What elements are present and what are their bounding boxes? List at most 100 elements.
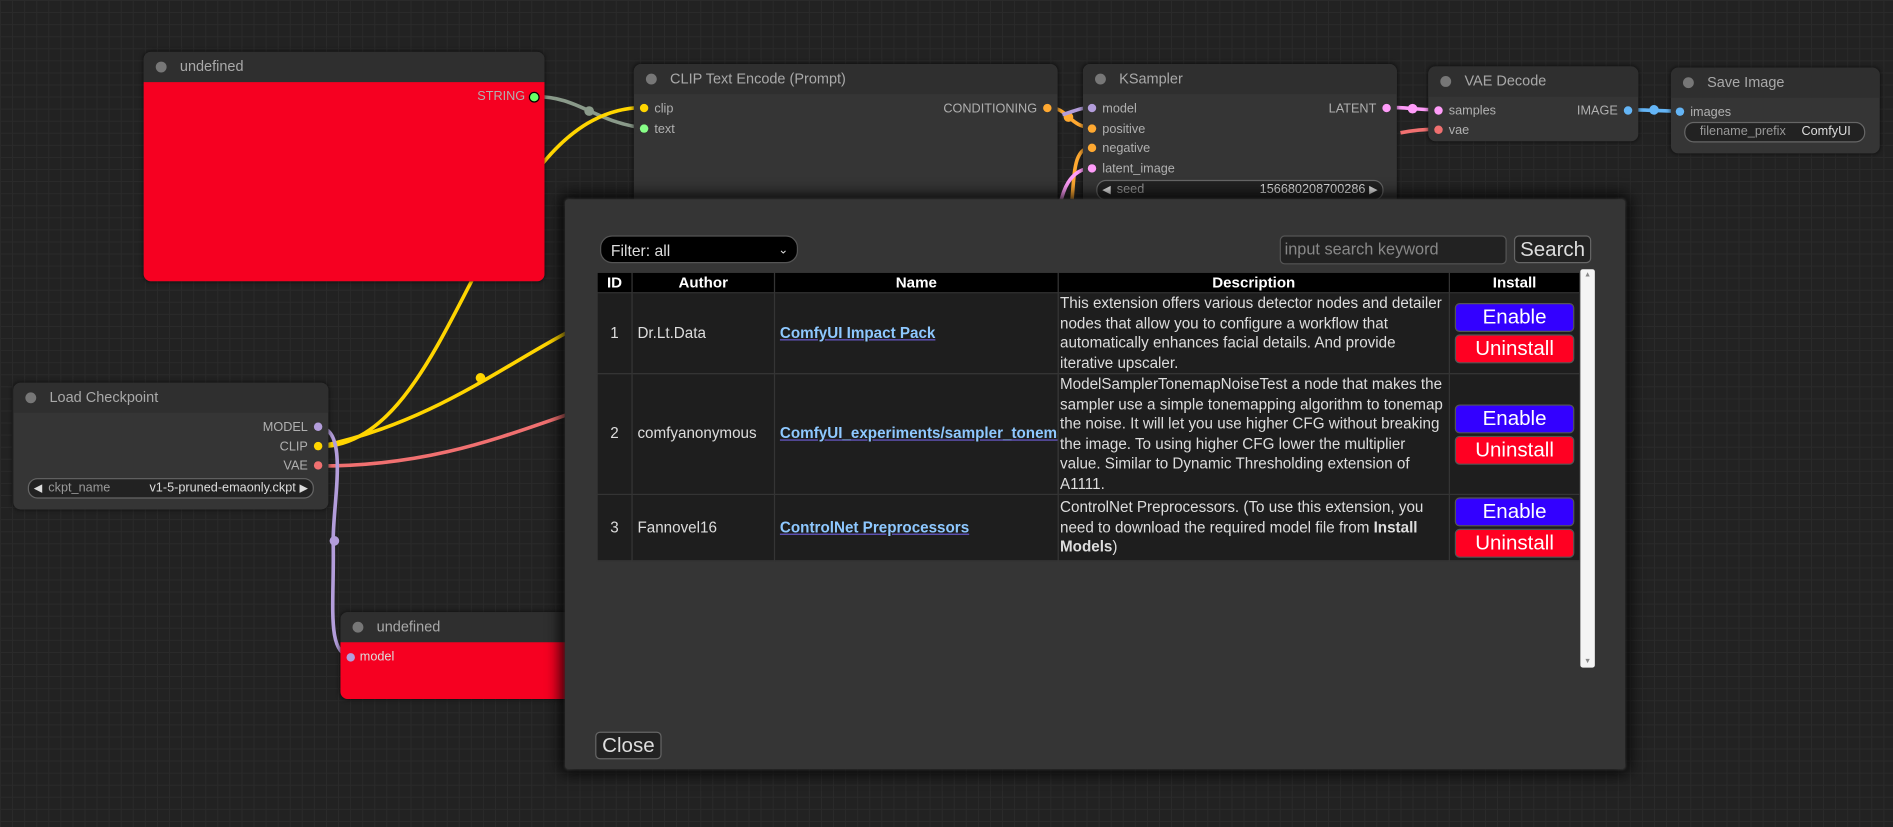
enable-button[interactable]: Enable [1454, 497, 1575, 527]
scroll-down-icon[interactable]: ▼ [1583, 657, 1592, 666]
increment-arrow-icon[interactable]: ▶ [1369, 183, 1378, 196]
widget-value: v1-5-pruned-emaonly.ckpt [149, 480, 296, 495]
uninstall-button[interactable]: Uninstall [1454, 528, 1575, 558]
widget-value: ComfyUI [1801, 124, 1851, 139]
input-model: model [359, 649, 395, 665]
collapse-dot-icon[interactable] [155, 61, 167, 73]
table-header-row: ID Author Name Description Install [596, 271, 1581, 294]
save-image-node[interactable]: Save Image images filename_prefix ComfyUI [1670, 67, 1880, 154]
extensions-table: ID Author Name Description Install 1 Dr.… [596, 271, 1581, 562]
extension-link[interactable]: ControlNet Preprocessors [779, 518, 970, 536]
node-title-text: undefined [376, 618, 441, 636]
output-slot-dot[interactable] [1043, 103, 1052, 113]
description-text: ControlNet Preprocessors. (To use this e… [1060, 498, 1424, 536]
row-author: comfyanonymous [631, 373, 776, 495]
output-slot-dot[interactable] [313, 441, 323, 451]
row-description: This extension offers various detector n… [1057, 292, 1450, 375]
input-slot-dot[interactable] [1087, 143, 1097, 153]
input-positive: positive [1102, 121, 1146, 137]
enable-button[interactable]: Enable [1454, 303, 1575, 333]
extension-link[interactable]: ComfyUI Impact Pack [779, 324, 936, 342]
output-slot-dot[interactable] [313, 422, 323, 432]
filename-prefix-widget[interactable]: filename_prefix ComfyUI [1684, 121, 1866, 143]
output-conditioning: CONDITIONING [943, 101, 1038, 116]
input-slot-dot[interactable] [1087, 124, 1097, 133]
widget-label: filename_prefix [1699, 124, 1786, 139]
collapse-dot-icon[interactable] [645, 73, 657, 85]
node-body [340, 642, 582, 700]
output-image: IMAGE [1576, 103, 1618, 119]
input-slot-dot[interactable] [1434, 106, 1443, 115]
collapse-dot-icon[interactable] [1440, 76, 1452, 87]
custom-nodes-manager-dialog: Filter: all ⌄ input search keyword Search… [565, 199, 1626, 770]
filter-value: Filter: all [610, 241, 671, 260]
input-slot-dot[interactable] [639, 103, 649, 113]
install-models-text: Install Models [1060, 518, 1418, 556]
table-scrollbar[interactable]: ▲ ▼ [1580, 269, 1595, 668]
node-title-text: Save Image [1707, 73, 1785, 91]
vae-decode-node[interactable]: VAE Decode samples vae IMAGE [1428, 66, 1639, 142]
close-button[interactable]: Close [595, 731, 662, 760]
uninstall-button[interactable]: Uninstall [1454, 435, 1575, 465]
node-title[interactable]: undefined [143, 51, 545, 83]
input-images: images [1690, 105, 1732, 120]
widget-label: seed [1116, 182, 1145, 197]
table-row: 2 comfyanonymous ComfyUI_experiments/sam… [596, 373, 1581, 495]
input-slot-dot[interactable] [1087, 164, 1097, 173]
row-id: 2 [596, 373, 633, 495]
column-header-author: Author [631, 271, 776, 294]
increment-arrow-icon[interactable]: ▶ [299, 481, 308, 494]
column-header-id: ID [596, 271, 633, 294]
undefined-node-top[interactable]: undefined STRING [143, 51, 545, 282]
input-negative: negative [1102, 141, 1151, 156]
output-slot-dot[interactable] [1382, 103, 1391, 113]
enable-button[interactable]: Enable [1454, 403, 1575, 433]
row-id: 3 [596, 493, 633, 562]
table-row: 1 Dr.Lt.Data ComfyUI Impact Pack This ex… [596, 292, 1581, 375]
collapse-dot-icon[interactable] [352, 621, 364, 633]
load-checkpoint-node[interactable]: Load Checkpoint MODEL CLIP VAE ◀ ckpt_nam… [13, 382, 329, 510]
seed-widget[interactable]: ◀ seed 156680208700286 ▶ [1096, 179, 1384, 201]
input-slot-dot[interactable] [346, 653, 355, 662]
output-clip: CLIP [279, 439, 308, 454]
output-string: STRING [477, 89, 526, 104]
input-clip: clip [654, 101, 674, 116]
widget-value: 156680208700286 [1259, 182, 1366, 197]
decrement-arrow-icon[interactable]: ◀ [33, 481, 43, 494]
output-latent: LATENT [1328, 101, 1377, 116]
column-header-name: Name [773, 271, 1059, 294]
node-title-text: Load Checkpoint [49, 388, 159, 406]
scroll-up-icon[interactable]: ▲ [1583, 271, 1592, 279]
node-title-text: CLIP Text Encode (Prompt) [670, 70, 846, 87]
input-slot-dot[interactable] [1675, 107, 1685, 116]
undefined-node-bottom[interactable]: undefined model [340, 612, 582, 700]
output-slot-dot[interactable] [1623, 106, 1633, 115]
node-title-text: VAE Decode [1464, 72, 1547, 90]
output-vae: VAE [283, 458, 308, 474]
input-slot-dot[interactable] [1087, 103, 1097, 113]
extension-link[interactable]: ComfyUI_experiments/sampler_tonemap [779, 425, 1059, 443]
input-slot-dot[interactable] [639, 124, 649, 133]
row-author: Dr.Lt.Data [631, 292, 776, 375]
clip-link-2 [318, 324, 581, 449]
output-slot-dot[interactable] [313, 461, 323, 470]
input-vae: vae [1448, 123, 1470, 138]
filter-select[interactable]: Filter: all ⌄ [600, 235, 799, 264]
input-model: model [1102, 101, 1137, 116]
column-header-description: Description [1057, 271, 1450, 294]
search-input[interactable]: input search keyword [1279, 235, 1507, 265]
row-author: Fannovel16 [631, 493, 776, 562]
output-slot-dot[interactable] [528, 91, 540, 103]
uninstall-button[interactable]: Uninstall [1454, 334, 1575, 364]
decrement-arrow-icon[interactable]: ◀ [1102, 183, 1111, 196]
collapse-dot-icon[interactable] [1682, 77, 1694, 89]
row-id: 1 [596, 292, 633, 375]
search-button[interactable]: Search [1513, 235, 1592, 264]
table-row: 3 Fannovel16 ControlNet Preprocessors Co… [596, 493, 1581, 562]
collapse-dot-icon[interactable] [1095, 73, 1106, 85]
ckpt-name-widget[interactable]: ◀ ckpt_name v1-5-pruned-emaonly.ckpt ▶ [27, 478, 314, 499]
collapse-dot-icon[interactable] [25, 392, 37, 404]
input-slot-dot[interactable] [1434, 125, 1443, 135]
widget-label: ckpt_name [48, 480, 111, 495]
